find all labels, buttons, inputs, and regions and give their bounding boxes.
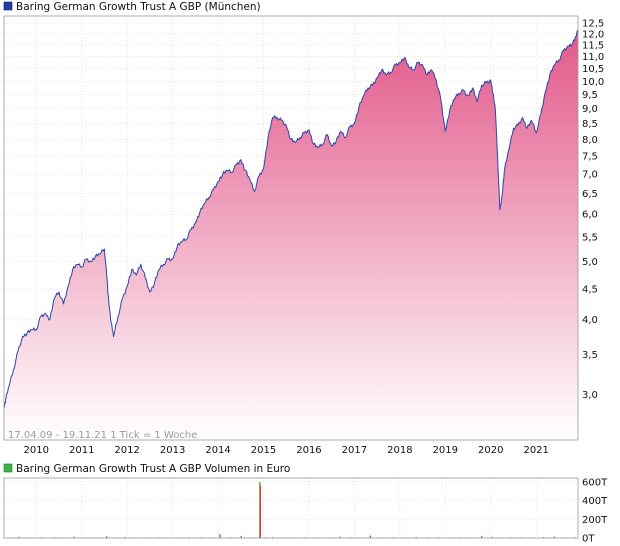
main-legend-swatch <box>3 1 13 11</box>
x-tick-label: 2017 <box>342 445 367 456</box>
y-tick-label: 4,0 <box>582 315 598 326</box>
y-tick-label: 3,0 <box>582 390 598 401</box>
volume-bar <box>491 536 493 538</box>
volume-bar <box>259 485 261 538</box>
y-tick-label: 8,5 <box>582 119 598 130</box>
y-tick-label: 10,0 <box>582 77 604 88</box>
x-tick-label: 2020 <box>478 445 503 456</box>
x-tick-label: 2016 <box>296 445 321 456</box>
volume-bar <box>124 537 126 538</box>
y-tick-label: 6,5 <box>582 189 598 200</box>
date-range-note: 17.04.09 - 19.11.21 1 Tick = 1 Woche <box>8 430 197 441</box>
volume-y-tick-label: 600T <box>582 477 608 488</box>
volume-bar <box>18 536 20 538</box>
volume-y-axis: 0T 200T 400T 600T <box>582 477 608 544</box>
volume-bar <box>240 535 242 538</box>
volume-y-tick-label: 0T <box>582 534 595 545</box>
y-tick-label: 7,5 <box>582 152 598 163</box>
y-tick-label: 7,0 <box>582 170 598 181</box>
volume-bar <box>574 537 576 538</box>
y-tick-label: 12,5 <box>582 19 604 30</box>
y-tick-label: 3,5 <box>582 350 598 361</box>
price-area-fill <box>4 29 578 440</box>
x-tick-label: 2010 <box>24 445 49 456</box>
main-y-axis: 3,0 3,5 4,0 4,5 5,0 5,5 6,0 6,5 7,0 7,5 8,0 8,5 9,0 9… <box>582 19 604 401</box>
volume-bar <box>73 536 75 538</box>
x-tick-label: 2021 <box>523 445 548 456</box>
volume-bar <box>553 536 555 538</box>
x-tick-label: 2011 <box>69 445 94 456</box>
main-plot-area <box>3 29 579 440</box>
y-tick-label: 8,0 <box>582 135 598 146</box>
y-tick-label: 12,0 <box>582 29 604 40</box>
main-x-axis: 2010 2011 2012 2013 2014 2015 2016 2017 2018 2019… <box>24 445 549 456</box>
x-tick-label: 2012 <box>114 445 139 456</box>
volume-bar <box>272 537 274 538</box>
volume-y-tick-label: 200T <box>582 515 608 526</box>
x-tick-label: 2014 <box>205 445 230 456</box>
volume-bar <box>437 537 440 538</box>
volume-bar <box>339 536 341 538</box>
x-tick-label: 2019 <box>433 445 458 456</box>
y-tick-label: 11,0 <box>582 52 604 63</box>
y-tick-label: 5,0 <box>582 257 598 268</box>
volume-bar <box>188 537 190 538</box>
volume-chart-title: Baring German Growth Trust A GBP Volumen… <box>16 463 290 475</box>
y-tick-label: 11,5 <box>582 40 604 51</box>
volume-legend-swatch <box>3 463 13 473</box>
main-plot-frame <box>3 15 579 441</box>
x-tick-label: 2018 <box>387 445 412 456</box>
y-tick-label: 10,5 <box>582 64 604 75</box>
y-tick-label: 5,5 <box>582 232 598 243</box>
volume-bar <box>542 537 545 538</box>
volume-bar <box>219 534 221 539</box>
volume-bar <box>481 536 483 538</box>
volume-bar <box>369 535 371 538</box>
y-tick-label: 9,5 <box>582 90 598 101</box>
y-tick-label: 6,0 <box>582 210 598 221</box>
price-line <box>3 29 579 409</box>
y-tick-label: 4,5 <box>582 285 598 296</box>
main-chart-title: Baring German Growth Trust A GBP (Münche… <box>16 1 261 13</box>
volume-bar <box>106 536 108 538</box>
volume-plot-frame <box>3 477 579 539</box>
x-tick-label: 2015 <box>251 445 276 456</box>
volume-y-tick-label: 400T <box>582 496 608 507</box>
volume-grid <box>4 478 578 539</box>
x-tick-label: 2013 <box>160 445 185 456</box>
volume-bar <box>415 537 417 538</box>
y-tick-label: 9,0 <box>582 104 598 115</box>
